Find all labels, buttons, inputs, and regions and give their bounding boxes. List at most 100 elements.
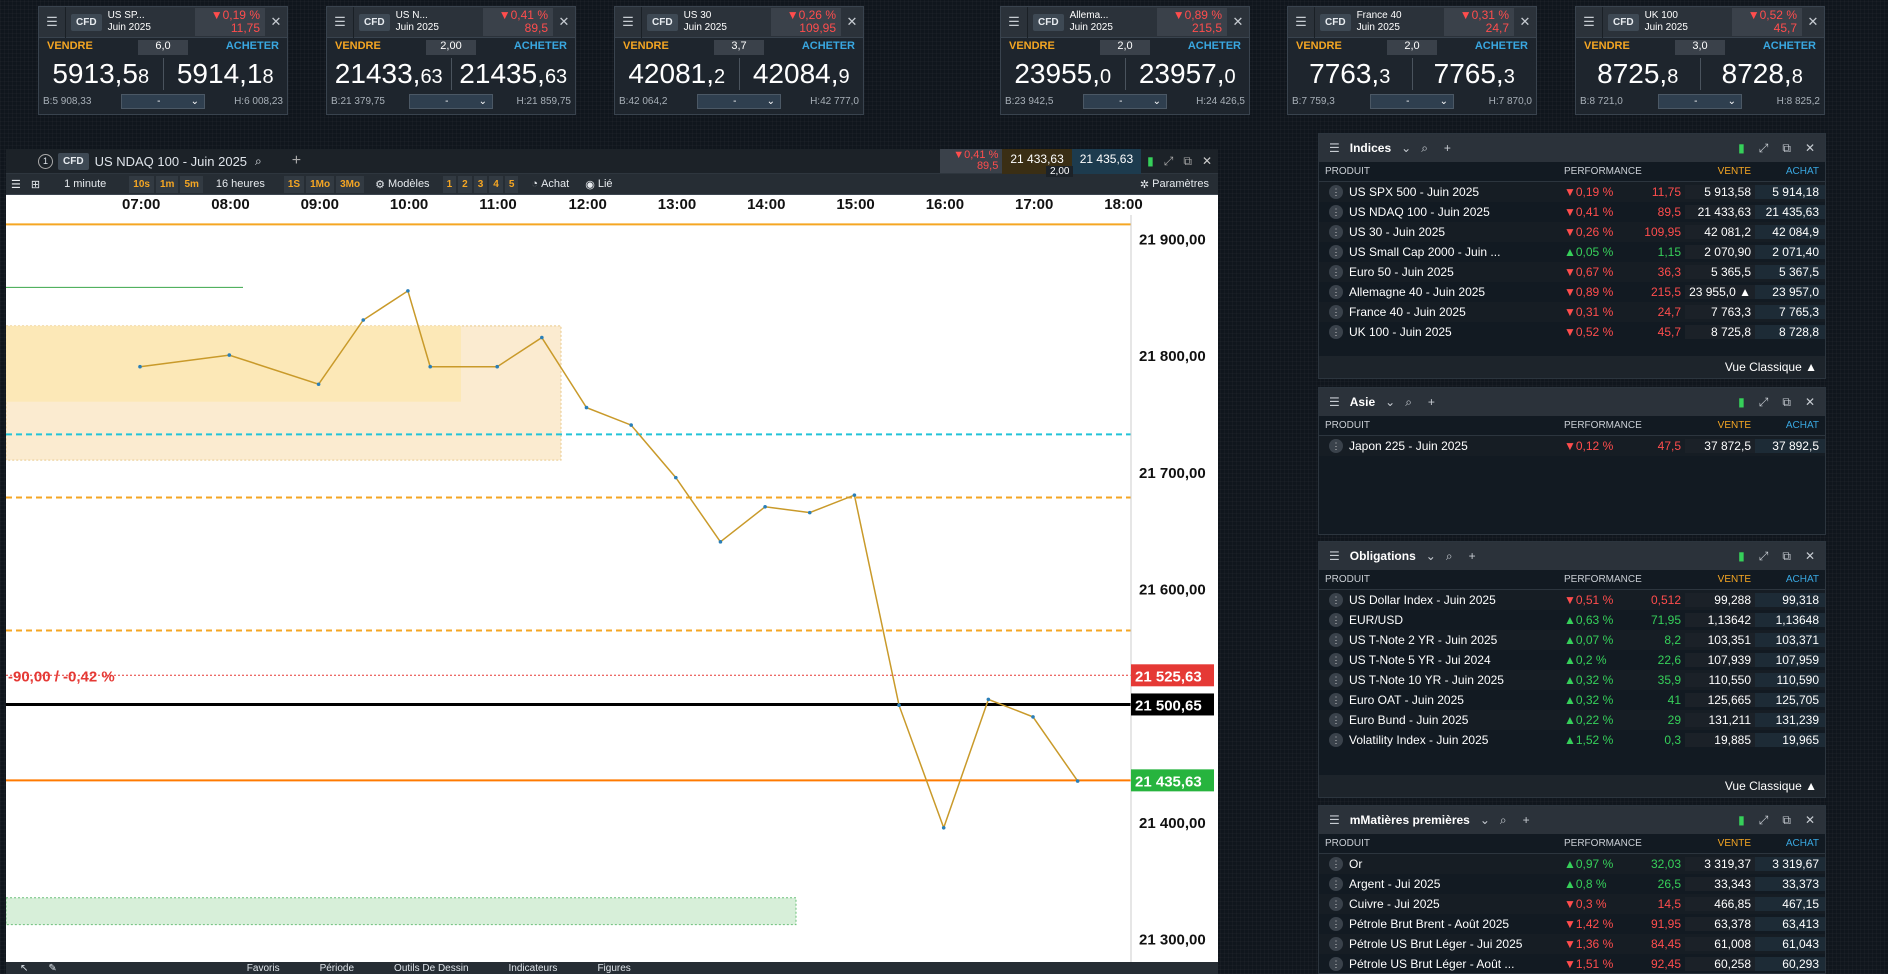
menu-icon[interactable]: ☰ (1329, 549, 1340, 563)
buy-cell[interactable]: 99,318 (1755, 593, 1825, 607)
close-icon[interactable]: ✕ (846, 14, 858, 29)
quantity-select[interactable]: - ⌄ (121, 94, 205, 109)
sell-cell[interactable]: 131,211 (1685, 713, 1755, 727)
col-buy[interactable]: ACHAT (1785, 574, 1819, 585)
models-button[interactable]: ⚙ Modèles (370, 176, 435, 193)
sell-cell[interactable]: 5 913,58 (1685, 185, 1755, 199)
col-performance[interactable]: PERFORMANCE (1564, 838, 1642, 849)
chevron-down-icon[interactable]: ⌄ (1385, 395, 1396, 409)
menu-icon[interactable]: ☰ (1001, 6, 1028, 38)
bottom-favorites[interactable]: Favoris (246, 962, 280, 974)
watchlist-row[interactable]: ⋮ EUR/USD ▲0,63 % 71,95 1,13642 1,13648 (1319, 610, 1825, 630)
period-3mo[interactable]: 3Mo (336, 175, 365, 193)
chart-buy-button[interactable]: 21 435,63 (1071, 148, 1142, 174)
close-icon[interactable]: ✕ (1201, 154, 1212, 168)
more-icon[interactable]: ⋮ (1329, 225, 1343, 239)
tile-name[interactable]: Allema... Juin 2025 (1069, 10, 1113, 33)
buy-cell[interactable]: 2 071,40 (1755, 245, 1825, 259)
col-sell[interactable]: VENTE (1717, 838, 1751, 849)
buy-price-button[interactable]: 23957,0 (1138, 58, 1236, 89)
zoom-icon[interactable]: ⌕ (1405, 394, 1412, 409)
more-icon[interactable]: ⋮ (1329, 613, 1343, 627)
cursor-icon[interactable]: ↖ (20, 962, 29, 974)
buy-cell[interactable]: 5 914,18 (1755, 185, 1825, 199)
col-performance[interactable]: PERFORMANCE (1564, 166, 1642, 177)
more-icon[interactable]: ⋮ (1329, 205, 1343, 219)
sell-cell[interactable]: 8 725,8 (1685, 325, 1755, 339)
interval-1m[interactable]: 1m (155, 175, 179, 193)
col-performance[interactable]: PERFORMANCE (1564, 574, 1642, 585)
more-icon[interactable]: ⋮ (1329, 897, 1343, 911)
buy-cell[interactable]: 21 435,63 (1755, 205, 1825, 219)
layout-3[interactable]: 3 (473, 175, 488, 193)
watchlist-row[interactable]: ⋮ Or ▲0,97 % 32,03 3 319,37 3 319,67 (1319, 854, 1825, 874)
more-icon[interactable]: ⋮ (1329, 633, 1343, 647)
menu-icon[interactable]: ☰ (1576, 6, 1603, 38)
sell-cell[interactable]: 99,288 (1685, 593, 1755, 607)
watchlist-row[interactable]: ⋮ Euro 50 - Juin 2025 ▼0,67 % 36,3 5 365… (1319, 262, 1825, 282)
close-icon[interactable]: ✕ (1807, 14, 1819, 29)
col-product[interactable]: PRODUIT (1325, 420, 1370, 431)
buy-cell[interactable]: 7 765,3 (1755, 305, 1825, 319)
buy-cell[interactable]: 125,705 (1755, 693, 1825, 707)
layout-icon[interactable]: ▮ (1738, 140, 1745, 155)
close-icon[interactable]: ✕ (1232, 14, 1244, 29)
watchlist-row[interactable]: ⋮ US T-Note 2 YR - Juin 2025 ▲0,07 % 8,2… (1319, 630, 1825, 650)
more-icon[interactable]: ⋮ (1329, 185, 1343, 199)
sell-cell[interactable]: 103,351 (1685, 633, 1755, 647)
watchlist-row[interactable]: ⋮ Pétrole Brut Brent - Août 2025 ▼1,42 %… (1319, 914, 1825, 934)
menu-icon[interactable]: ☰ (1329, 395, 1340, 409)
buy-cell[interactable]: 131,239 (1755, 713, 1825, 727)
sell-cell[interactable]: 60,258 (1685, 957, 1755, 971)
classic-view-button[interactable]: Vue Classique ▲ (1319, 775, 1825, 797)
sell-price-button[interactable]: 23955,0 (1001, 58, 1126, 90)
buy-cell[interactable]: 61,043 (1755, 937, 1825, 951)
popout-icon[interactable]: ⧉ (1782, 140, 1791, 155)
settings-button[interactable]: ✲ Paramètres (1135, 176, 1214, 193)
popout-icon[interactable]: ⧉ (1782, 548, 1791, 563)
buy-price-button[interactable]: 42084,9 (752, 58, 850, 89)
bottom-period[interactable]: Période (319, 962, 355, 974)
menu-icon[interactable]: ☰ (1329, 141, 1340, 155)
tile-name[interactable]: UK 100 Juin 2025 (1644, 10, 1688, 33)
panel-title[interactable]: Indices (1349, 141, 1392, 155)
menu-icon[interactable]: ☰ (11, 178, 21, 191)
search-icon[interactable]: ⌕ (255, 153, 262, 168)
buy-cell[interactable]: 42 084,9 (1755, 225, 1825, 239)
chevron-down-icon[interactable]: ⌄ (1479, 813, 1490, 827)
buy-cell[interactable]: 33,373 (1755, 877, 1825, 891)
interval-5m[interactable]: 5m (180, 175, 203, 193)
menu-icon[interactable]: ☰ (327, 6, 354, 38)
sell-cell[interactable]: 42 081,2 (1685, 225, 1755, 239)
buy-price-button[interactable]: 8728,8 (1721, 58, 1803, 89)
buy-price-button[interactable]: 7765,3 (1433, 58, 1515, 89)
more-icon[interactable]: ⋮ (1329, 937, 1343, 951)
tile-name[interactable]: US 30 Juin 2025 (683, 10, 727, 33)
col-product[interactable]: PRODUIT (1325, 574, 1370, 585)
watchlist-row[interactable]: ⋮ US 30 - Juin 2025 ▼0,26 % 109,95 42 08… (1319, 222, 1825, 242)
menu-icon[interactable]: ☰ (615, 6, 642, 38)
sell-cell[interactable]: 63,378 (1685, 917, 1755, 931)
period-select[interactable]: 16 heures (215, 178, 265, 190)
close-icon[interactable]: ✕ (270, 14, 282, 29)
buy-cell[interactable]: 5 367,5 (1755, 265, 1825, 279)
buy-cell[interactable]: 19,965 (1755, 733, 1825, 747)
more-icon[interactable]: ⋮ (1329, 673, 1343, 687)
sell-cell[interactable]: 19,885 (1685, 733, 1755, 747)
chart-instrument-title[interactable]: US NDAQ 100 - Juin 2025 (94, 153, 248, 169)
popout-icon[interactable]: ⧉ (1183, 153, 1192, 168)
watchlist-row[interactable]: ⋮ Argent - Jui 2025 ▲0,8 % 26,5 33,343 3… (1319, 874, 1825, 894)
watchlist-row[interactable]: ⋮ Pétrole US Brut Léger - Jui 2025 ▼1,36… (1319, 934, 1825, 954)
add-icon[interactable]: + (1468, 549, 1476, 563)
sell-price-button[interactable]: 7763,3 (1288, 58, 1413, 90)
close-icon[interactable]: ✕ (1519, 14, 1531, 29)
sell-cell[interactable]: 33,343 (1685, 877, 1755, 891)
panel-title[interactable]: mMatières premières (1349, 813, 1470, 827)
layout-icon[interactable]: ▮ (1147, 154, 1154, 168)
watchlist-row[interactable]: ⋮ France 40 - Juin 2025 ▼0,31 % 24,7 7 7… (1319, 302, 1825, 322)
col-product[interactable]: PRODUIT (1325, 166, 1370, 177)
quantity-select[interactable]: - ⌄ (1083, 94, 1167, 109)
buy-cell[interactable]: 467,15 (1755, 897, 1825, 911)
sell-cell[interactable]: 3 319,37 (1685, 857, 1755, 871)
watchlist-row[interactable]: ⋮ Euro Bund - Juin 2025 ▲0,22 % 29 131,2… (1319, 710, 1825, 730)
